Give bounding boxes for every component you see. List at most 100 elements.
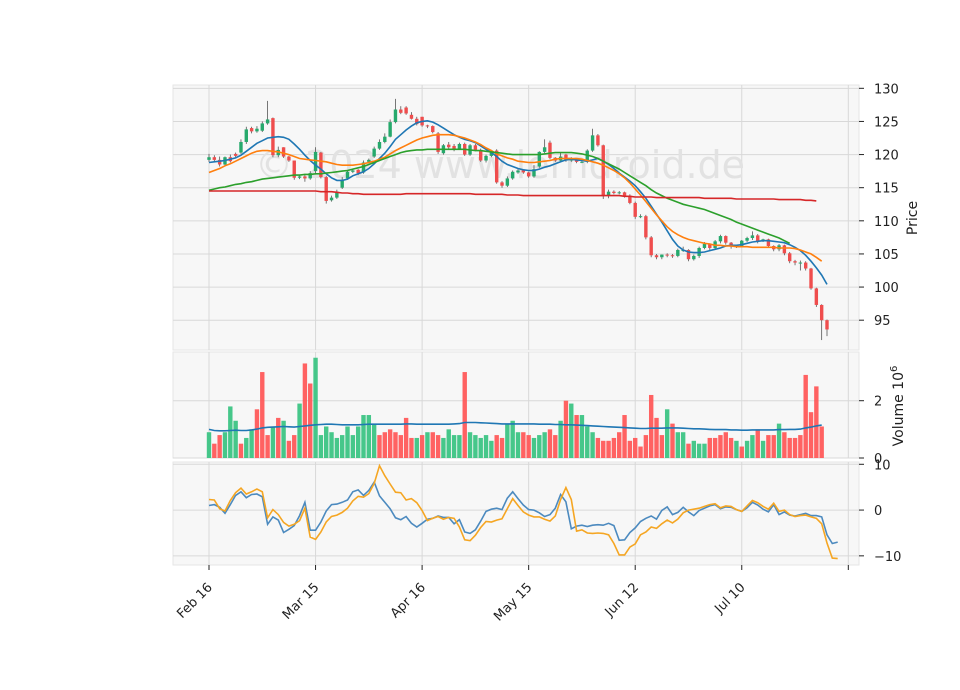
volume-bar <box>457 435 462 458</box>
candlestick <box>601 144 605 199</box>
volume-bar <box>382 432 388 458</box>
volume-bar <box>403 417 409 458</box>
candlestick <box>255 126 259 133</box>
candlestick <box>798 260 803 271</box>
volume-bar <box>414 437 419 458</box>
volume-bar <box>521 432 526 458</box>
volume-bar <box>238 443 244 458</box>
volume-bar <box>633 437 638 458</box>
volume-axis-label: Volume 106 <box>889 366 907 447</box>
volume-bar <box>542 432 547 458</box>
x-tick-label: Apr 16 <box>388 580 429 621</box>
y-tick-label: 105 <box>874 248 899 263</box>
candlestick <box>484 154 488 163</box>
volume-bar <box>425 432 430 458</box>
candlestick <box>676 248 680 258</box>
volume-bar <box>808 412 814 458</box>
candlestick <box>724 235 728 245</box>
candlestick <box>404 106 408 115</box>
volume-bar <box>696 443 702 458</box>
candlestick <box>340 177 344 190</box>
candlestick <box>718 234 723 244</box>
volume-bar <box>286 440 292 458</box>
volume-bar <box>467 432 473 458</box>
volume-bar <box>734 440 739 458</box>
candlestick <box>542 139 547 154</box>
volume-bar <box>441 437 446 458</box>
indicator-panel-background <box>172 461 860 566</box>
x-tick-label: May 15 <box>491 580 535 624</box>
candlestick <box>548 140 552 160</box>
candlestick <box>516 168 520 174</box>
volume-moving-average <box>208 421 822 432</box>
x-tick-label: Jun 12 <box>602 580 642 620</box>
candlestick <box>399 106 403 115</box>
candlestick <box>388 119 392 138</box>
volume-bar <box>478 437 483 458</box>
volume-bar <box>553 435 558 458</box>
volume-bar <box>707 437 712 458</box>
candlestick <box>782 244 787 256</box>
volume-bar <box>505 423 510 458</box>
y-tick-label: 100 <box>874 281 899 296</box>
volume-bar <box>537 435 542 458</box>
candlestick <box>372 146 376 158</box>
volume-bar <box>723 432 728 458</box>
x-tick-label: Feb 16 <box>174 580 216 622</box>
volume-bar <box>627 440 633 458</box>
volume-bar <box>510 420 515 458</box>
volume-bar <box>782 432 787 458</box>
candlestick <box>692 254 696 261</box>
volume-bar <box>371 423 377 458</box>
volume-bar <box>798 435 803 458</box>
volume-bar <box>473 435 478 458</box>
candlestick <box>803 261 808 271</box>
candlestick <box>409 112 414 120</box>
volume-bar <box>387 429 393 458</box>
candlestick <box>660 254 664 260</box>
volume-bar <box>339 435 345 458</box>
volume-bar <box>787 437 792 458</box>
candlestick <box>265 100 270 125</box>
volume-bar <box>334 437 340 458</box>
candlestick <box>526 171 531 178</box>
y-tick-label: 110 <box>874 215 899 230</box>
y-tick-label: 10 <box>874 458 891 473</box>
volume-bar <box>324 426 329 458</box>
volume-bar <box>499 437 505 458</box>
volume-bar <box>462 372 467 458</box>
y-tick-label: −10 <box>874 550 901 565</box>
candlestick <box>436 132 440 154</box>
indicator-axis: −10 0 10 <box>859 458 901 565</box>
volume-bar <box>308 383 313 458</box>
candlestick <box>233 152 238 158</box>
volume-bar <box>712 437 718 458</box>
candlestick <box>612 190 616 195</box>
candlestick <box>249 126 254 134</box>
volume-bar <box>590 432 595 458</box>
volume-bar <box>494 435 499 458</box>
volume-bar <box>771 435 776 458</box>
volume-bar <box>659 435 665 458</box>
y-tick-label: 0 <box>874 504 882 519</box>
volume-bar <box>206 432 212 458</box>
volume-bar <box>276 417 281 458</box>
indicator-line <box>208 463 838 560</box>
volume-bar <box>377 435 382 458</box>
volume-bar <box>760 440 766 458</box>
volume-bar <box>329 432 334 458</box>
candlestick <box>750 231 755 241</box>
x-tick-label: Mar 15 <box>280 580 323 623</box>
volume-bar <box>531 437 537 458</box>
volume-bar <box>430 432 435 458</box>
candlestick <box>532 165 536 178</box>
volume-bar <box>228 406 233 458</box>
volume-bar <box>579 415 585 458</box>
candlestick <box>670 253 675 258</box>
volume-bar <box>446 429 451 458</box>
y-tick-label: 0 <box>874 452 882 467</box>
volume-bar <box>718 435 723 458</box>
volume-bar <box>483 435 489 458</box>
candlestick <box>308 171 312 180</box>
